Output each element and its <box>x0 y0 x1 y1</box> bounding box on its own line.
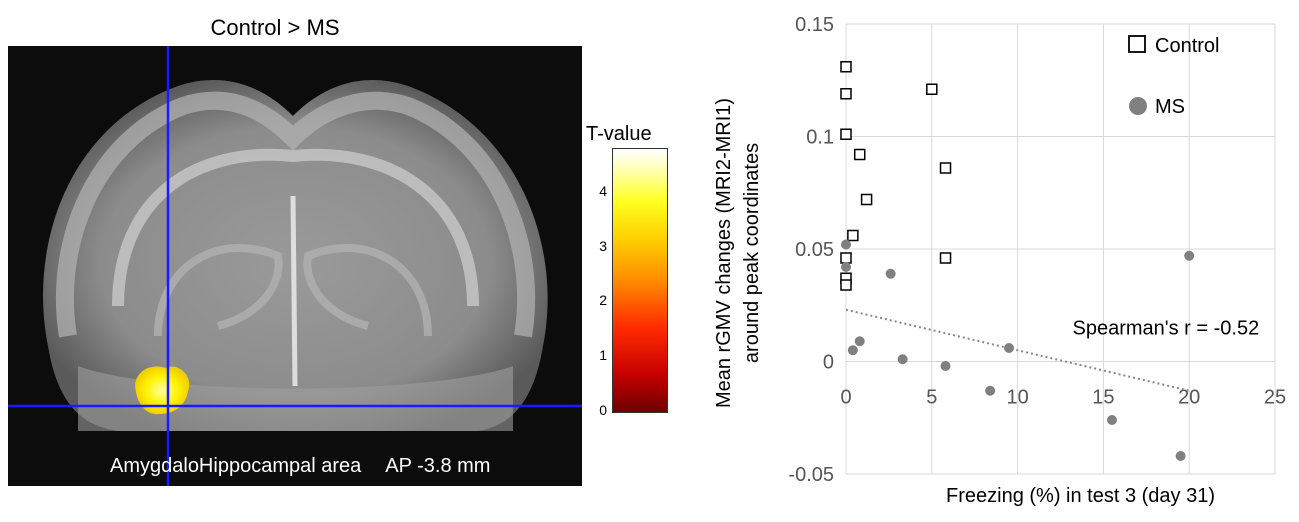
point-ms-7 <box>985 385 996 396</box>
point-ms-8 <box>1004 343 1015 353</box>
point-control-10 <box>939 162 952 174</box>
point-control-1 <box>840 88 852 100</box>
chart-legend: Control MS <box>1128 35 1219 118</box>
brain-caption: AmygdaloHippocampal area AP -3.8 mm <box>110 455 490 478</box>
point-control-8 <box>860 193 873 206</box>
point-control-6 <box>847 229 859 242</box>
y-tick-label-0: -0.05 <box>788 464 834 486</box>
point-control-9 <box>926 83 938 95</box>
colorbar-tick-1: 1 <box>599 347 607 364</box>
point-control-7 <box>853 148 866 161</box>
x-tick-label-0: 0 <box>840 387 851 409</box>
y-tick-label-2: 0.05 <box>795 239 834 261</box>
point-control-11 <box>939 252 952 264</box>
point-control-0 <box>840 61 852 73</box>
point-ms-9 <box>1106 415 1117 425</box>
y-tick-label-3: 0.1 <box>806 127 834 149</box>
chart-grid <box>845 23 1276 475</box>
brain-region-label: AmygdaloHippocampal area <box>110 455 362 477</box>
brain-ap-label: AP -3.8 mm <box>385 455 491 477</box>
point-ms-10 <box>1175 451 1186 461</box>
point-ms-4 <box>885 268 896 279</box>
y-tick-label-1: 0 <box>823 352 834 374</box>
legend-marker-control <box>1128 35 1146 53</box>
activation-cluster <box>135 366 190 415</box>
y-tick-labels: -0.05 0 0.05 0.1 0.15 <box>788 14 834 486</box>
legend-marker-ms <box>1129 97 1147 115</box>
point-ms-2 <box>847 345 858 356</box>
spearman-annotation: Spearman's r = -0.52 <box>1073 318 1260 340</box>
brain-panel-title: Control > MS <box>210 15 340 40</box>
y-tick-label-4: 0.15 <box>795 14 834 36</box>
colorbar-tick-0: 0 <box>599 402 607 418</box>
point-ms-5 <box>897 354 908 365</box>
x-tick-label-5: 25 <box>1264 387 1286 409</box>
data-points <box>840 61 1195 461</box>
x-tick-label-3: 15 <box>1092 387 1114 409</box>
point-ms-3 <box>854 336 865 347</box>
point-control-3 <box>840 252 852 264</box>
x-tick-label-2: 10 <box>1006 387 1028 409</box>
x-tick-label-4: 20 <box>1178 387 1200 409</box>
y-axis-label-line1: Mean rGMV changes (MRI2-MRI1) <box>713 98 735 408</box>
colorbar-tick-3: 3 <box>599 237 607 254</box>
colorbar-title: T-value <box>586 123 652 145</box>
trendline <box>845 308 1190 392</box>
scatter-chart: -0.05 0 0.05 0.1 0.15 0 5 10 15 20 25 Control MS S… <box>713 14 1286 507</box>
trendline-layer <box>845 308 1190 392</box>
point-control-5 <box>840 279 852 291</box>
colorbar-tick-2: 2 <box>599 292 607 309</box>
point-ms-0 <box>841 239 851 250</box>
legend-label-ms: MS <box>1155 96 1185 118</box>
point-ms-11 <box>1184 250 1195 261</box>
brain-slice-image <box>8 46 582 486</box>
x-tick-labels: 0 5 10 15 20 25 <box>840 387 1286 409</box>
legend-label-control: Control <box>1155 35 1219 57</box>
point-ms-6 <box>940 361 951 371</box>
x-tick-label-1: 5 <box>926 387 937 409</box>
x-axis-label: Freezing (%) in test 3 (day 31) <box>946 485 1215 507</box>
brain-slice-graphic <box>8 46 582 486</box>
y-axis-label-line2: around peak coordinates <box>741 143 763 363</box>
colorbar-tick-4: 4 <box>599 182 607 199</box>
point-ms-1 <box>841 262 851 272</box>
colorbar <box>612 148 668 413</box>
point-control-2 <box>840 128 852 140</box>
